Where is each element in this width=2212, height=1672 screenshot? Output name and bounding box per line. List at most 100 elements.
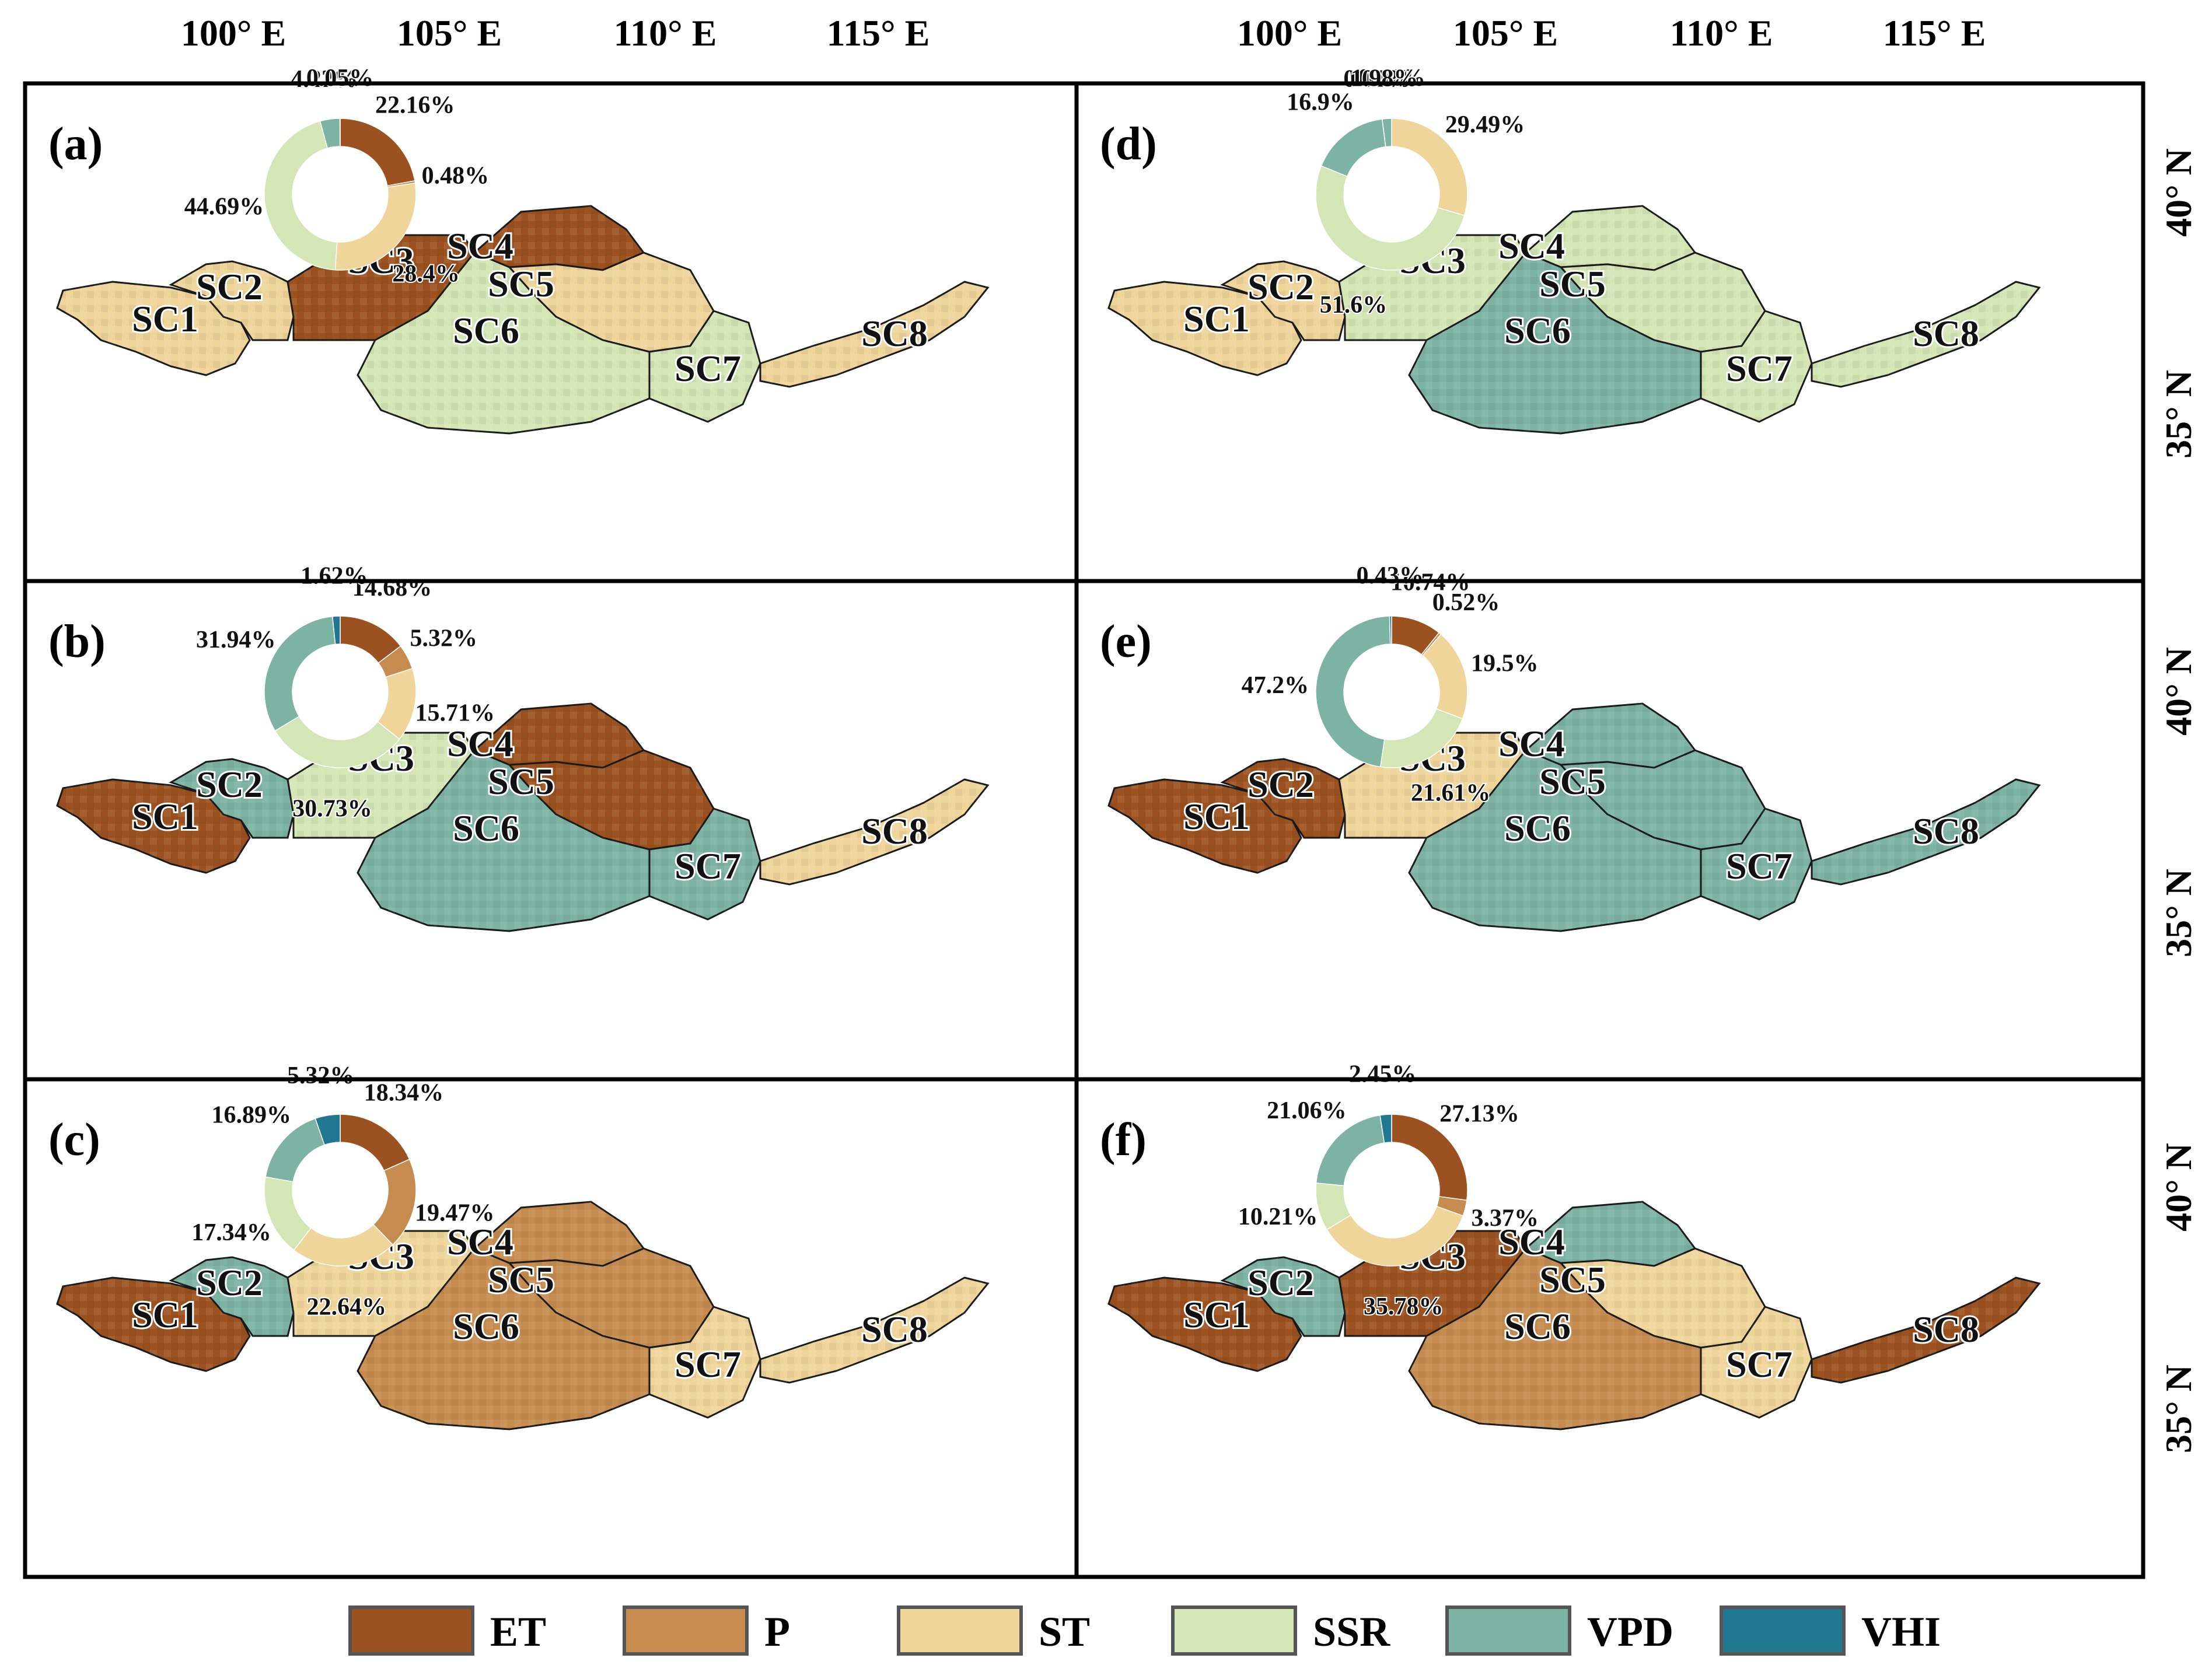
subregion-texture bbox=[1222, 759, 1345, 838]
legend-label: SSR bbox=[1313, 1608, 1390, 1655]
lat-ticks: 40° N 35° N 40° N 35° N 40° N 35° N bbox=[2158, 148, 2199, 1453]
panel-label: (d) bbox=[1100, 118, 1157, 170]
legend-swatch-ssr bbox=[1171, 1605, 1297, 1656]
subregion-label: SC5 bbox=[488, 761, 554, 802]
donut-label: 15.71% bbox=[415, 700, 495, 727]
lon-tick: 105° E bbox=[397, 12, 502, 54]
subregion-label: SC7 bbox=[675, 348, 741, 389]
panel-label: (c) bbox=[48, 1114, 100, 1166]
subregion-label: SC4 bbox=[447, 723, 513, 764]
donut-slice-et bbox=[340, 1114, 410, 1171]
subregion-label: SC8 bbox=[861, 1309, 928, 1350]
subregion-texture bbox=[358, 253, 649, 433]
donut-label: 1.98% bbox=[1351, 65, 1418, 92]
donut-chart: 27.13% 3.37% 35.78% 10.21% 21.06%2.45% bbox=[1237, 1060, 1540, 1321]
donut-label: 35.78% bbox=[1364, 1293, 1444, 1320]
donut-slice-vhi bbox=[314, 1114, 341, 1146]
subregion-label: SC6 bbox=[453, 1306, 519, 1347]
legend-label: ET bbox=[490, 1608, 546, 1655]
lat-tick: 35° N bbox=[2158, 1365, 2199, 1453]
subregion-texture bbox=[1526, 704, 1695, 768]
subregion-texture bbox=[1526, 1202, 1695, 1266]
donut-slice-vhi bbox=[331, 615, 341, 645]
donut-slice-vhi bbox=[1389, 615, 1392, 645]
subregion-label: SC5 bbox=[1539, 1259, 1606, 1300]
subregion-texture bbox=[1222, 1257, 1345, 1336]
subregion-label: SC1 bbox=[1183, 298, 1250, 340]
subregion-texture bbox=[1701, 1307, 1812, 1418]
donut-slice-vpd bbox=[1382, 118, 1392, 148]
subregion-texture bbox=[1526, 206, 1695, 270]
subregion-label: SC6 bbox=[453, 310, 519, 351]
subregion-texture bbox=[358, 750, 649, 931]
subregion-texture bbox=[171, 261, 293, 340]
donut-slice-ssr bbox=[274, 715, 400, 768]
subregion-texture bbox=[1812, 1278, 2039, 1383]
donut-label: 17.34% bbox=[191, 1219, 271, 1246]
subregion-label: SC4 bbox=[447, 225, 513, 267]
subregion-label: SC2 bbox=[196, 266, 263, 307]
donut-label: 10.21% bbox=[1238, 1204, 1318, 1230]
subregion-label: SC2 bbox=[1247, 266, 1314, 307]
lat-tick: 40° N bbox=[2158, 148, 2199, 237]
subregion-texture bbox=[649, 1307, 760, 1418]
subregion-texture bbox=[57, 1278, 250, 1371]
subregion-texture bbox=[1109, 282, 1301, 375]
subregion-texture bbox=[474, 206, 644, 270]
subregion-label: SC4 bbox=[1498, 1221, 1565, 1262]
legend-label: VPD bbox=[1587, 1608, 1673, 1655]
donut-label: 1.62% bbox=[300, 562, 368, 589]
subregion-texture bbox=[649, 311, 760, 422]
subregion-texture bbox=[649, 809, 760, 919]
subregion-texture bbox=[474, 1202, 644, 1266]
donut-label: 0.01% bbox=[1343, 66, 1411, 93]
donut-label: 47.2% bbox=[1242, 672, 1309, 699]
subregion-label: SC7 bbox=[675, 1344, 741, 1385]
donut-label: 19.47% bbox=[415, 1199, 495, 1226]
subregion-texture bbox=[760, 1278, 988, 1383]
subregion-label: SC7 bbox=[675, 845, 741, 887]
subregion-label: SC2 bbox=[1247, 764, 1314, 805]
donut-label: 0.48% bbox=[422, 162, 490, 189]
subregion-texture bbox=[1222, 261, 1345, 340]
subregion-label: SC2 bbox=[1247, 1262, 1314, 1303]
donut-slice-ssr bbox=[1315, 165, 1465, 271]
subregion-label: SC4 bbox=[447, 1221, 513, 1262]
subregion-label: SC4 bbox=[1498, 225, 1565, 267]
donut-label: 18.34% bbox=[364, 1079, 444, 1106]
subregion-label: SC6 bbox=[1504, 807, 1571, 849]
subregion-texture bbox=[358, 1248, 649, 1429]
donut-slice-st bbox=[334, 182, 417, 271]
subregion-label: SC8 bbox=[861, 810, 928, 852]
subregion-texture bbox=[57, 779, 250, 873]
panel-label: (a) bbox=[48, 118, 103, 170]
subregion-label: SC5 bbox=[1539, 761, 1606, 802]
subregion-label: SC7 bbox=[1726, 348, 1792, 389]
donut-label: 5.32% bbox=[410, 625, 478, 652]
lon-tick: 110° E bbox=[1670, 12, 1773, 54]
panel-label: (e) bbox=[1100, 616, 1152, 667]
donut-slice-vpd bbox=[1320, 118, 1386, 177]
donut-slice-et bbox=[1391, 1114, 1468, 1201]
subregion-texture bbox=[760, 779, 988, 884]
donut-label: 51.6% bbox=[1320, 292, 1388, 319]
lat-tick: 35° N bbox=[2158, 869, 2199, 957]
subregion-label: SC5 bbox=[488, 263, 554, 305]
subregion-label: SC5 bbox=[1539, 263, 1606, 305]
lat-tick: 40° N bbox=[2158, 1143, 2199, 1232]
donut-slice-st bbox=[1391, 118, 1468, 216]
donut-chart: 22.16% 0.48% 28.4% 44.69% 4.22%0.05% bbox=[183, 64, 490, 288]
donut-label: 0.43% bbox=[1357, 562, 1424, 589]
lat-tick: 35° N bbox=[2158, 370, 2199, 459]
legend-label: P bbox=[764, 1608, 790, 1655]
donut-label: 5.32% bbox=[287, 1062, 355, 1089]
subregion-texture bbox=[171, 759, 293, 838]
subregion-texture bbox=[1109, 1278, 1301, 1371]
donut-slice-st bbox=[1326, 1205, 1464, 1267]
donut-label: 30.73% bbox=[292, 796, 372, 823]
subregion-label: SC1 bbox=[132, 298, 198, 340]
subregion-texture bbox=[1812, 282, 2039, 387]
